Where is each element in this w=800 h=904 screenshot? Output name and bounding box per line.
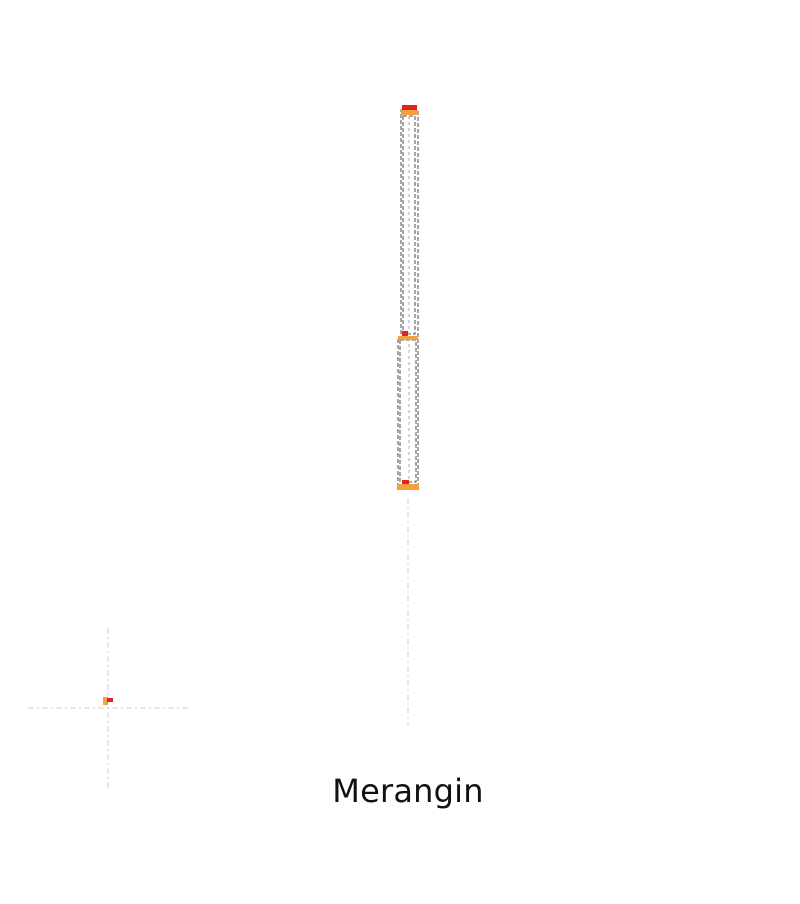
tall-shape — [397, 109, 419, 488]
diagram-title: Merangin — [332, 772, 484, 810]
red-markers — [107, 105, 417, 702]
middle-cap — [398, 336, 418, 340]
bottom-cap — [397, 484, 419, 490]
bottom-marker — [402, 480, 409, 484]
top-cap — [401, 110, 418, 115]
middle-marker — [402, 331, 408, 336]
small-marker-tip — [107, 698, 113, 702]
inner-outline-upper — [402, 115, 416, 335]
top-marker — [402, 105, 417, 110]
highlight-caps — [103, 110, 419, 705]
small-marker-base — [103, 697, 108, 705]
inner-outline-lower — [399, 339, 417, 483]
guide-lines — [28, 498, 409, 788]
